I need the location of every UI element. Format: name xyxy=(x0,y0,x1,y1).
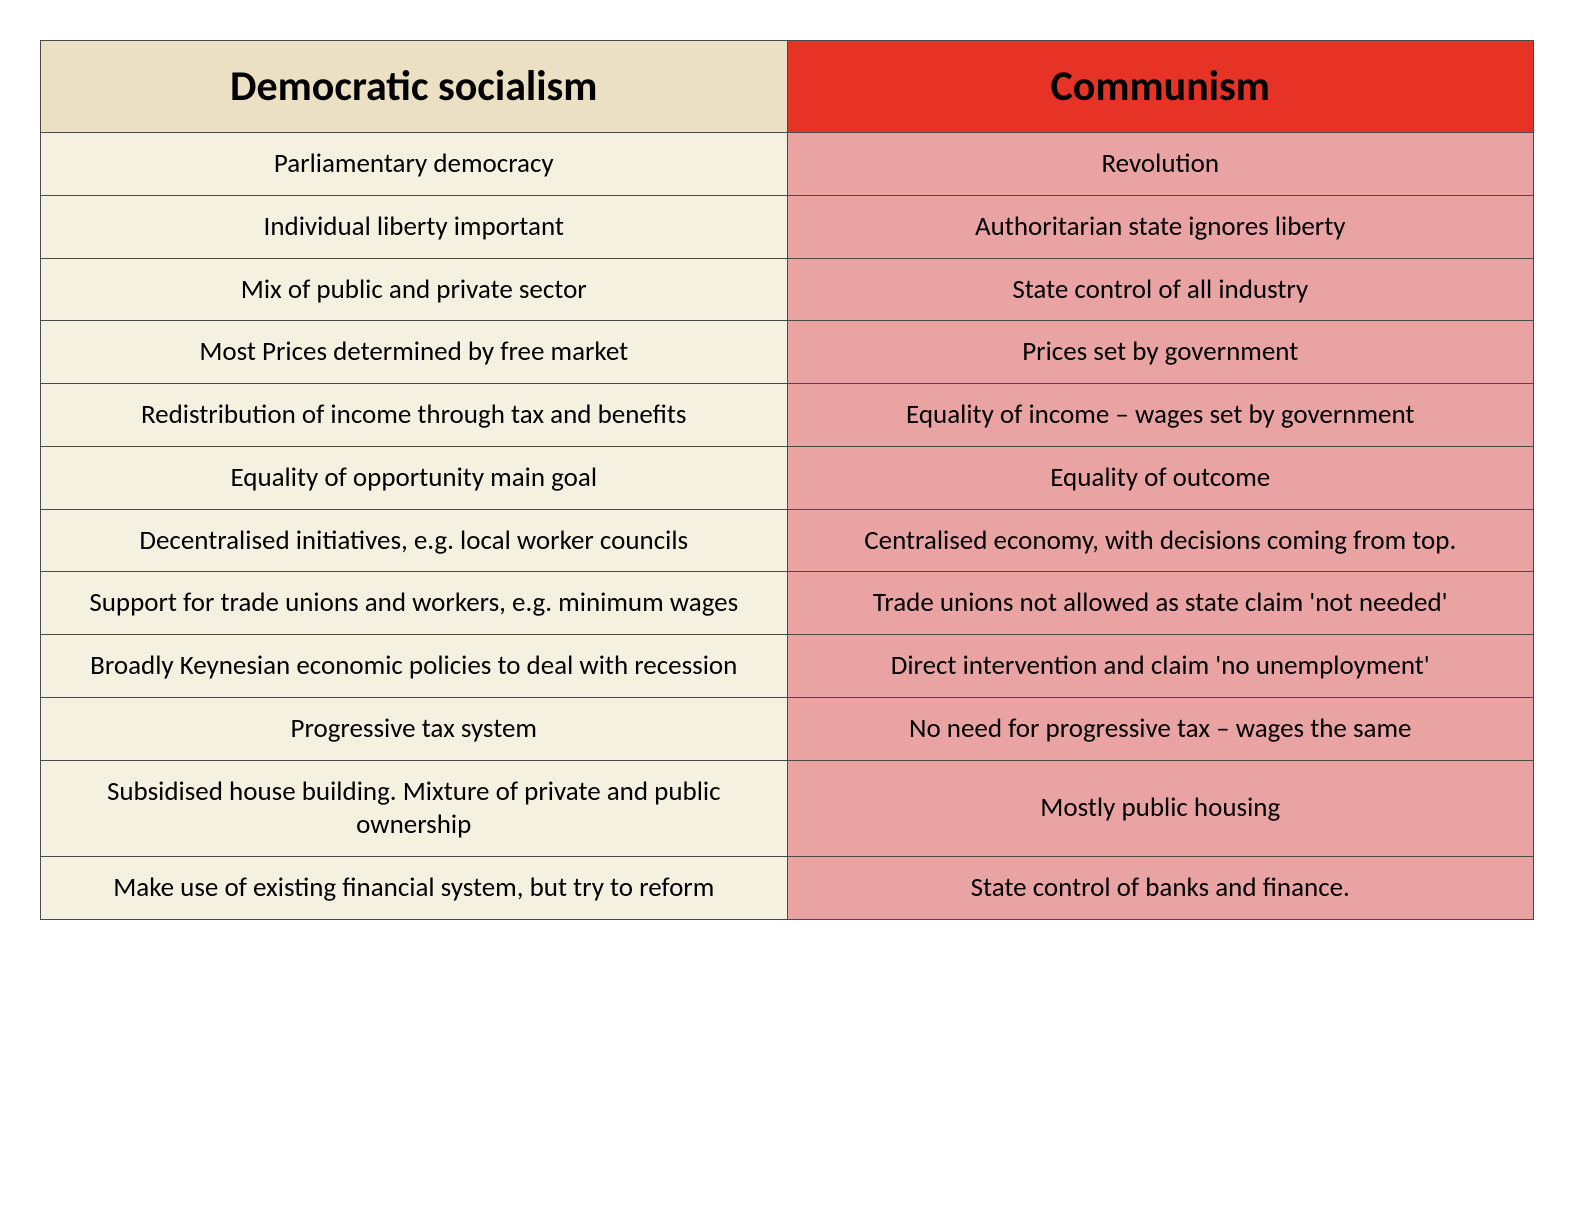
cell-left: Progressive tax system xyxy=(41,697,788,760)
cell-left: Make use of existing financial system, b… xyxy=(41,857,788,920)
cell-right: Authoritarian state ignores liberty xyxy=(787,195,1534,258)
cell-left: Parliamentary democracy xyxy=(41,133,788,196)
table-row: Broadly Keynesian economic policies to d… xyxy=(41,635,1534,698)
cell-right: State control of banks and finance. xyxy=(787,857,1534,920)
comparison-table: Democratic socialism Communism Parliamen… xyxy=(40,40,1534,920)
table-row: Individual liberty important Authoritari… xyxy=(41,195,1534,258)
cell-left: Most Prices determined by free market xyxy=(41,321,788,384)
cell-right: Equality of income – wages set by govern… xyxy=(787,384,1534,447)
cell-left: Equality of opportunity main goal xyxy=(41,446,788,509)
cell-left: Redistribution of income through tax and… xyxy=(41,384,788,447)
cell-right: No need for progressive tax – wages the … xyxy=(787,697,1534,760)
cell-right: Trade unions not allowed as state claim … xyxy=(787,572,1534,635)
cell-right: State control of all industry xyxy=(787,258,1534,321)
header-democratic-socialism: Democratic socialism xyxy=(41,41,788,133)
table-row: Progressive tax system No need for progr… xyxy=(41,697,1534,760)
table-row: Most Prices determined by free market Pr… xyxy=(41,321,1534,384)
header-communism: Communism xyxy=(787,41,1534,133)
table-row: Support for trade unions and workers, e.… xyxy=(41,572,1534,635)
cell-left: Broadly Keynesian economic policies to d… xyxy=(41,635,788,698)
cell-right: Centralised economy, with decisions comi… xyxy=(787,509,1534,572)
cell-right: Direct intervention and claim 'no unempl… xyxy=(787,635,1534,698)
table-row: Mix of public and private sector State c… xyxy=(41,258,1534,321)
table-row: Subsidised house building. Mixture of pr… xyxy=(41,760,1534,857)
table-header-row: Democratic socialism Communism xyxy=(41,41,1534,133)
table-row: Decentralised initiatives, e.g. local wo… xyxy=(41,509,1534,572)
cell-right: Mostly public housing xyxy=(787,760,1534,857)
cell-left: Mix of public and private sector xyxy=(41,258,788,321)
cell-right: Revolution xyxy=(787,133,1534,196)
cell-right: Prices set by government xyxy=(787,321,1534,384)
cell-left: Subsidised house building. Mixture of pr… xyxy=(41,760,788,857)
table-row: Redistribution of income through tax and… xyxy=(41,384,1534,447)
cell-left: Support for trade unions and workers, e.… xyxy=(41,572,788,635)
table-row: Parliamentary democracy Revolution xyxy=(41,133,1534,196)
table-row: Equality of opportunity main goal Equali… xyxy=(41,446,1534,509)
table-row: Make use of existing financial system, b… xyxy=(41,857,1534,920)
cell-left: Individual liberty important xyxy=(41,195,788,258)
cell-left: Decentralised initiatives, e.g. local wo… xyxy=(41,509,788,572)
cell-right: Equality of outcome xyxy=(787,446,1534,509)
